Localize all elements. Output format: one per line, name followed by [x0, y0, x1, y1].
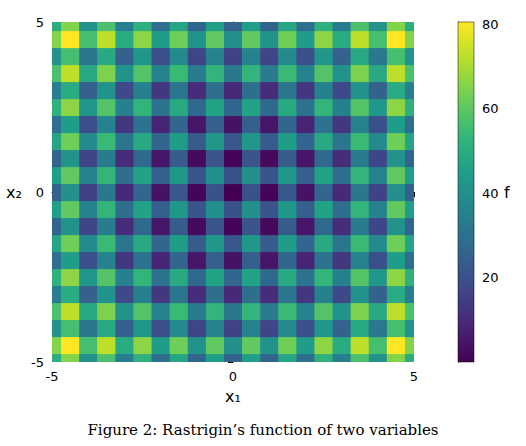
svg-text:5: 5 [36, 15, 44, 30]
svg-text:f: f [504, 183, 510, 202]
svg-text:x₁: x₁ [225, 387, 241, 406]
svg-text:40: 40 [482, 186, 499, 201]
svg-text:80: 80 [482, 17, 499, 32]
svg-text:-5: -5 [31, 355, 44, 370]
svg-text:-5: -5 [46, 369, 59, 384]
svg-text:20: 20 [482, 270, 499, 285]
svg-text:5: 5 [410, 369, 418, 384]
svg-text:Figure 2: Rastrigin’s function: Figure 2: Rastrigin’s function of two va… [87, 421, 438, 439]
svg-text:0: 0 [229, 369, 237, 384]
svg-text:x₂: x₂ [6, 183, 22, 202]
svg-text:60: 60 [482, 101, 499, 116]
svg-text:0: 0 [36, 185, 44, 200]
